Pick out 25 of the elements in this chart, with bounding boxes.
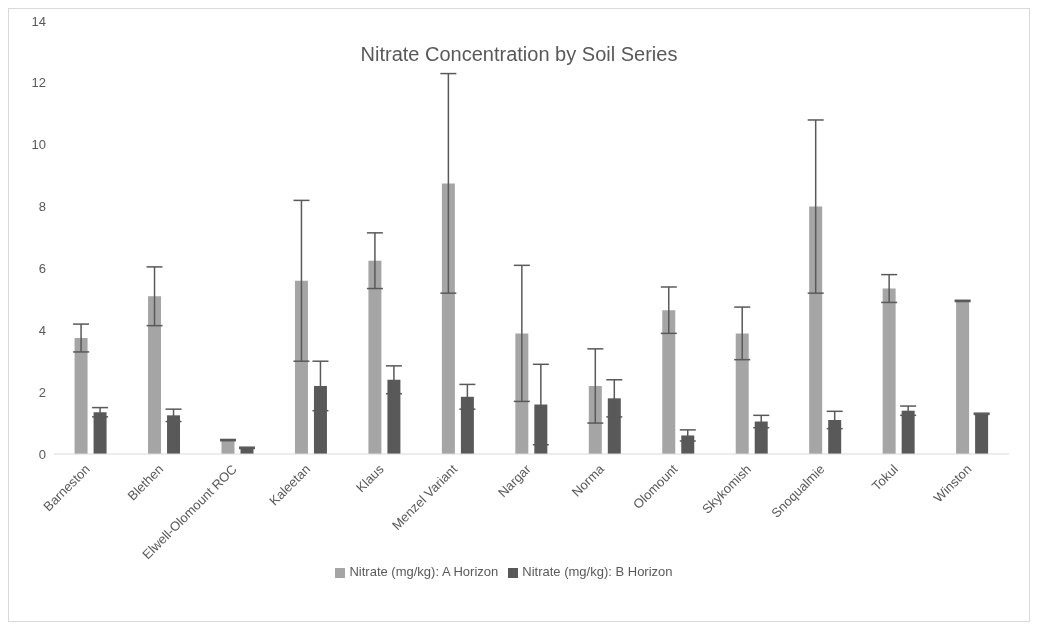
bar: [735, 333, 749, 454]
y-tick-label: 14: [31, 13, 46, 29]
bar: [662, 310, 676, 454]
bar: [809, 206, 823, 454]
legend-label: Nitrate (mg/kg): A Horizon: [349, 564, 499, 579]
bar: [74, 338, 88, 454]
bar: [148, 296, 162, 454]
y-tick-label: 0: [38, 446, 46, 462]
y-tick-label: 10: [31, 137, 46, 153]
bar: [294, 280, 308, 454]
text: Nitrate Concentration by Soil Series: [359, 43, 679, 66]
y-tick-label: 2: [38, 384, 46, 400]
bar: [901, 410, 915, 454]
bar: [588, 385, 602, 454]
y-tick-label: 6: [38, 261, 46, 277]
y-tick-label: 8: [38, 199, 46, 215]
bar: [368, 260, 382, 454]
y-tick-label: 12: [31, 75, 46, 91]
bar: [93, 412, 107, 454]
bar: [956, 300, 970, 454]
bar: [882, 288, 896, 454]
bar: [441, 183, 455, 454]
legend-label: Nitrate (mg/kg): B Horizon: [522, 564, 673, 579]
y-tick-label: 4: [38, 322, 46, 338]
bar: [975, 413, 989, 454]
